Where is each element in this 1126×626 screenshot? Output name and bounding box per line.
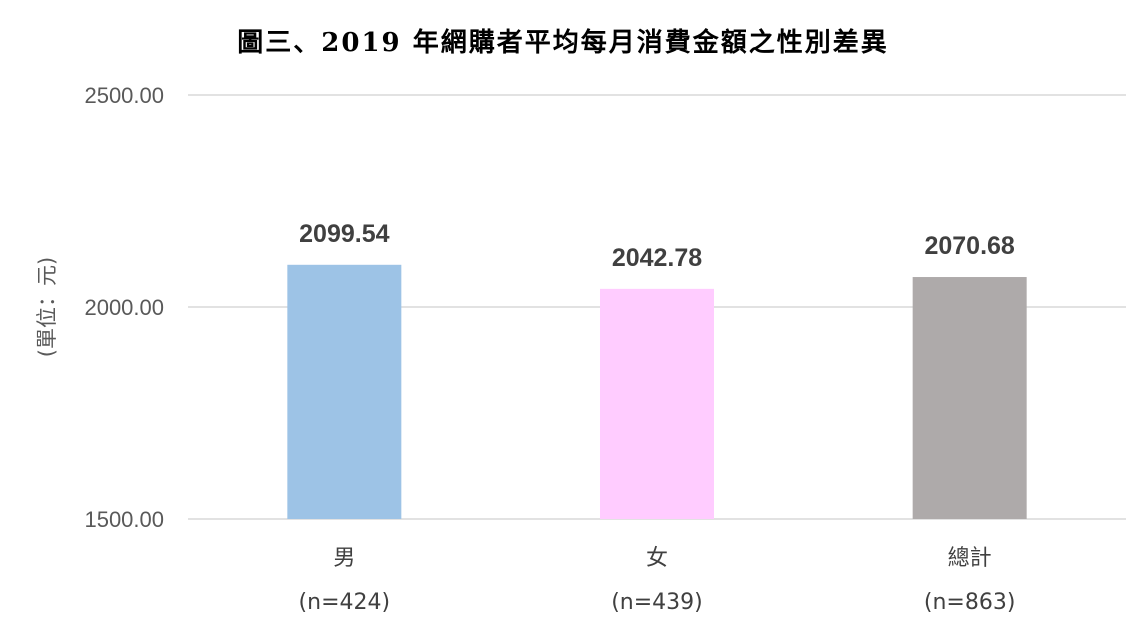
chart-title: 圖三、2019 年網購者平均每月消費金額之性別差異 [237,28,889,58]
category-label-0: 男 [333,546,355,571]
bar-1 [600,288,714,519]
data-label-1: 2042.78 [612,244,702,272]
data-label-2: 2070.68 [924,232,1014,260]
y-tick-label-0: 1500.00 [84,507,164,532]
y-tick-label-2: 2500.00 [84,83,164,108]
data-label-0: 2099.54 [299,220,389,248]
category-sublabel-1: (n=439) [611,590,703,615]
bars [287,264,1027,519]
category-sublabel-0: (n=424) [299,590,391,615]
category-sublabel-2: (n=863) [924,590,1016,615]
labels: 1500.00 2000.00 2500.00 2099.54 男 (n=424) 2042… [84,83,1015,615]
y-axis-title: (單位：元) [35,257,59,357]
bar-2 [912,277,1027,519]
category-label-2: 總計 [948,546,992,571]
bar-0 [287,264,402,519]
y-tick-label-1: 2000.00 [84,295,164,320]
category-label-1: 女 [646,546,668,571]
